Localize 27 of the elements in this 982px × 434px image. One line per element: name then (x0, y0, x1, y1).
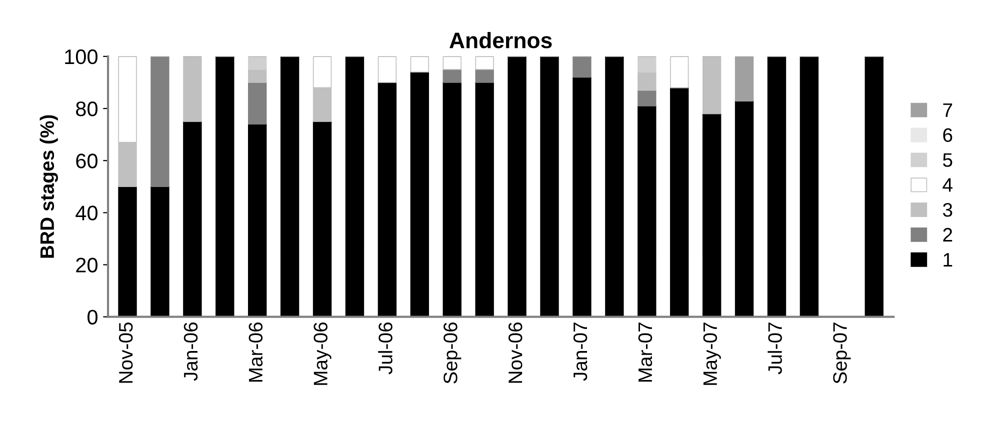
y-tick-label: 60 (76, 154, 98, 168)
x-tick-label: Jan-06 (184, 322, 198, 381)
y-tick-label: 20 (76, 258, 98, 272)
legend-label: 3 (942, 203, 952, 217)
legend-label: 5 (943, 153, 952, 167)
x-tick-label: Sep-07 (833, 322, 851, 384)
x-tick-label: May-06 (314, 322, 332, 385)
x-tick-label: Jan-07 (573, 322, 588, 381)
y-axis-title: BRD stages (%) (40, 115, 58, 258)
chart-title: Andernos (450, 32, 552, 48)
y-tick-label: 100 (65, 49, 98, 64)
x-tick-label: Nov-05 (118, 322, 133, 383)
x-tick-label: Mar-07 (638, 322, 652, 382)
legend-label: 4 (942, 178, 952, 192)
x-tick-label: Mar-06 (248, 322, 263, 382)
x-tick-label: Jul-06 (378, 322, 392, 374)
legend-label: 2 (943, 228, 952, 242)
y-tick-label: 40 (76, 206, 98, 220)
x-tick-label: Jul-07 (768, 322, 782, 374)
legend-label: 6 (943, 128, 952, 142)
legend-label: 7 (943, 103, 952, 117)
x-tick-label: Nov-06 (508, 322, 522, 383)
y-tick-label: 0 (88, 310, 98, 325)
x-tick-label: Sep-06 (444, 322, 462, 384)
x-tick-label: May-07 (703, 322, 721, 385)
legend-label: 1 (944, 253, 952, 266)
y-tick-label: 80 (76, 102, 98, 116)
